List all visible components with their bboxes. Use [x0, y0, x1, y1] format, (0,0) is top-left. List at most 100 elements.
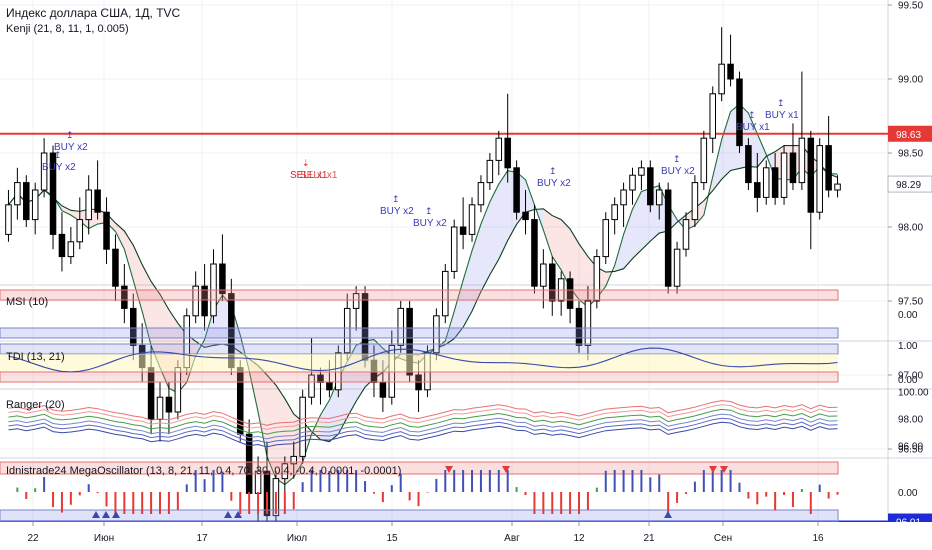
signal-label-duplicate: SELL x1 [300, 170, 338, 181]
kenji-ribbon-segment [721, 111, 731, 180]
level-price-badge [888, 125, 932, 142]
price-tick-label: 98.50 [898, 149, 923, 160]
kenji-ribbon-segment [472, 224, 481, 312]
price-tick-label: 98.00 [898, 223, 923, 234]
osc-sell-marker [445, 466, 453, 473]
tdi-upper-band [0, 343, 839, 355]
kenji-ribbon-segment [124, 231, 134, 281]
signal-label: BUY x1 [736, 122, 770, 133]
osc-lower-band [0, 509, 839, 523]
candle-body [638, 167, 645, 176]
candle-body [495, 137, 503, 161]
candle-body [834, 183, 841, 191]
candle-body [459, 226, 467, 235]
candle-body [406, 307, 413, 376]
candle-body [807, 137, 815, 213]
time-tick-label: Июн [94, 533, 114, 544]
candle-body [379, 381, 387, 398]
kenji-ribbon-segment [133, 245, 143, 312]
level-price-badge-text: 98.63 [896, 130, 921, 141]
candle-body [281, 463, 289, 480]
tdi-lower-band [0, 371, 839, 383]
candle-body [771, 167, 779, 198]
signal-arrow-icon: ↥ [549, 166, 557, 176]
candle-body [513, 167, 520, 213]
candle-body [477, 182, 485, 206]
candle-body [352, 293, 360, 309]
candle-body [85, 189, 92, 221]
osc-sell-marker [502, 466, 510, 473]
candle-body [165, 396, 173, 413]
kenji-ribbon-segment [70, 210, 80, 222]
time-tick-label: 15 [386, 533, 398, 544]
candle-body [112, 248, 119, 287]
osc-buy-marker [664, 511, 672, 518]
candle-body [397, 307, 404, 346]
candle-body [343, 307, 351, 354]
osc-upper-band [0, 461, 839, 475]
signal-arrow-icon: ↥ [748, 110, 756, 120]
signal-arrow-icon: ↥ [425, 206, 433, 216]
candle-body [40, 152, 48, 191]
candle-body [58, 233, 66, 258]
candle-body [798, 137, 806, 184]
ranger-tick-label: 98.00 [898, 415, 923, 426]
signal-label: SELL x1 [290, 170, 328, 181]
ranger-line [8, 413, 838, 440]
candle-body [673, 248, 681, 287]
osc-buy-marker [92, 511, 100, 518]
candle-body [326, 381, 333, 391]
kenji-ribbon-segment [498, 170, 508, 260]
candle-body [130, 307, 137, 346]
symbol-title: Индекс доллара США, 1Д, TVC [6, 6, 181, 20]
candle-body [450, 226, 458, 272]
candle-body [290, 455, 297, 465]
time-tick-label: Сен [714, 533, 732, 544]
candle-body [94, 189, 101, 213]
kenji-ribbon-segment [454, 280, 464, 339]
candle-body [825, 145, 832, 191]
tdi-tick-label: 1.00 [898, 341, 918, 352]
last-price-badge-text: 98.29 [896, 180, 921, 191]
candle-body [709, 93, 716, 139]
kenji-ribbon-segment [552, 215, 562, 270]
price-tick-label: 97.50 [898, 297, 923, 308]
kenji-ribbon-segment [463, 250, 473, 328]
ranger-line [8, 417, 838, 444]
osc-buy-marker [224, 511, 232, 518]
osc-buy-marker [102, 511, 110, 518]
signal-label: BUY x2 [54, 142, 88, 153]
time-tick-label: 17 [196, 533, 208, 544]
candle-body [23, 182, 30, 221]
kenji-ribbon-segment [525, 179, 535, 213]
osc-buy-marker [234, 511, 242, 518]
candle-body [504, 137, 511, 169]
osc-buy-marker [112, 511, 120, 518]
candle-body [433, 315, 440, 354]
candle-body [593, 256, 601, 302]
candle-body [442, 270, 449, 317]
last-price-badge [887, 175, 932, 193]
kenji-ribbon-segment [142, 264, 152, 346]
tdi-pane-label: TDI (13, 21) [6, 351, 65, 363]
osc-tick-label: 0.00 [898, 488, 918, 499]
candle-body [531, 219, 538, 287]
candle-body [584, 300, 592, 346]
candle-body [522, 211, 529, 221]
kenji-ribbon-segment [489, 184, 499, 275]
price-tick-label: 99.00 [898, 75, 923, 86]
time-tick-label: Авг [504, 533, 520, 544]
candle-body [691, 182, 699, 221]
ranger-pane-label: Ranger (20) [6, 399, 65, 411]
kenji-ribbon-segment [543, 208, 553, 257]
candle-body [664, 189, 672, 287]
kenji-ribbon-segment [275, 385, 285, 485]
candle-body [718, 63, 725, 95]
candle-body [5, 204, 12, 235]
osc-sell-marker [720, 466, 728, 473]
candle-body [566, 278, 574, 309]
candle-body [727, 63, 734, 80]
candle-body [575, 307, 583, 346]
